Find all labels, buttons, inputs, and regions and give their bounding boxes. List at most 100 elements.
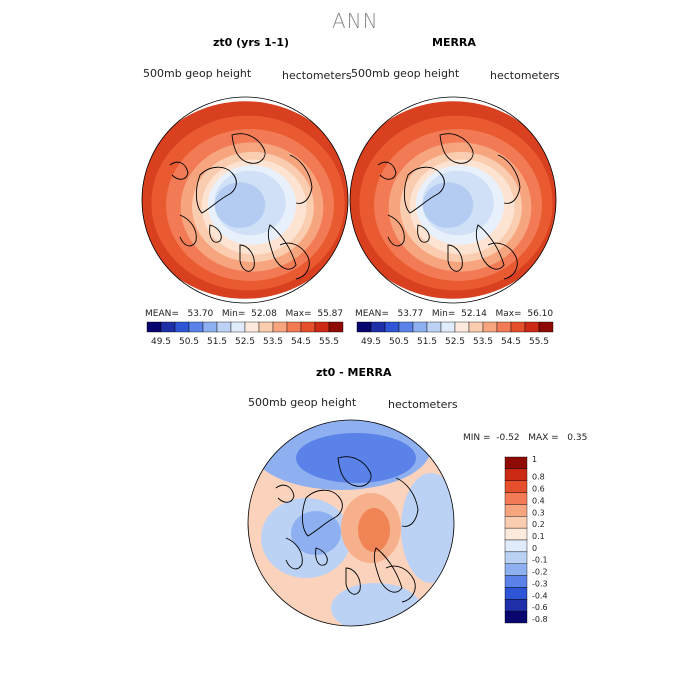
panel2-coastlines bbox=[377, 133, 521, 280]
panel2-mean-label: MEAN= bbox=[355, 309, 389, 319]
panel1-polar-map bbox=[141, 96, 349, 304]
panel3-colorbar-swatch-7 bbox=[504, 539, 528, 553]
panel3-colorbar-label-7: 0 bbox=[532, 544, 537, 553]
panel2-colorbar-swatch-7 bbox=[454, 321, 470, 333]
panel2-variable: 500mb geop height bbox=[351, 67, 460, 80]
panel3-colorbar-label-1: 0.8 bbox=[532, 473, 545, 482]
panel3-colorbar-swatch-5 bbox=[504, 516, 528, 529]
panel3-units: hectometers bbox=[388, 398, 458, 411]
panel2-colorbar-swatch-9 bbox=[482, 321, 498, 333]
panel1-colorbar-swatch-5 bbox=[216, 321, 232, 333]
panel1-max-label: Max= bbox=[285, 309, 312, 319]
panel2-colorbar-tick-4: 53.5 bbox=[473, 337, 493, 346]
panel2-max-value: 56.10 bbox=[527, 309, 554, 319]
panel3-blob-center-core bbox=[358, 508, 390, 552]
panel3-colorbar-swatch-4 bbox=[504, 504, 528, 517]
panel1-variable: 500mb geop height bbox=[143, 67, 252, 80]
panel2-colorbar-tick-2: 51.5 bbox=[417, 337, 437, 346]
panel1-contour-8 bbox=[214, 182, 266, 228]
panel3-colorbar-label-13: -0.8 bbox=[532, 615, 548, 624]
panel2-colorbar-tick-6: 55.5 bbox=[529, 337, 549, 346]
panel1-colorbar-tick-5: 54.5 bbox=[291, 337, 311, 346]
panel3-colorbar-swatch-2 bbox=[504, 480, 528, 493]
panel3-colorbar-swatch-8 bbox=[504, 551, 528, 564]
panel2-max-label: Max= bbox=[495, 309, 522, 319]
panel3-colorbar-label-5: 0.2 bbox=[532, 520, 545, 529]
panel3-colorbar-label-12: -0.6 bbox=[532, 603, 548, 612]
panel3-max-label: MAX = bbox=[528, 433, 559, 443]
panel1-title: zt0 (yrs 1-1) bbox=[213, 36, 290, 49]
panel3-polar-map bbox=[247, 419, 455, 627]
panel1-colorbar-swatch-12 bbox=[314, 321, 330, 333]
panel3-colorbar-swatch-13 bbox=[504, 610, 528, 624]
panel1-stats: MEAN= 53.70 Min= 52.08 Max= 55.87 bbox=[145, 309, 343, 319]
panel1-colorbar-swatch-2 bbox=[174, 321, 190, 333]
panel2-colorbar-swatch-0 bbox=[356, 321, 372, 333]
panel1-max-value: 55.87 bbox=[317, 309, 344, 319]
panel3-max-value: 0.35 bbox=[567, 433, 588, 443]
panel1-colorbar-swatch-11 bbox=[300, 321, 316, 333]
panel1-min-label: Min= bbox=[221, 309, 246, 319]
panel3-variable: 500mb geop height bbox=[248, 396, 357, 409]
panel3-colorbar-swatch-12 bbox=[504, 599, 528, 612]
panel3-min-value: -0.52 bbox=[496, 433, 520, 443]
panel3-title: zt0 - MERRA bbox=[316, 366, 392, 379]
panel2-colorbar-swatch-13 bbox=[538, 321, 554, 333]
panel3-colorbar-swatch-1 bbox=[504, 468, 528, 481]
panel1-mean-value: 53.70 bbox=[187, 309, 214, 319]
panel2-units: hectometers bbox=[490, 69, 560, 82]
panel2-contour-8 bbox=[422, 182, 474, 228]
panel3-min-label: MIN = bbox=[463, 433, 491, 443]
panel1-colorbar-swatch-6 bbox=[230, 321, 246, 333]
panel3-colorbar-label-6: 0.1 bbox=[532, 532, 545, 541]
panel3-colorbar-label-0: 1 bbox=[532, 455, 537, 464]
panel3-colorbar-label-2: 0.6 bbox=[532, 485, 545, 494]
panel1-colorbar-tick-1: 50.5 bbox=[179, 337, 199, 346]
panel2-colorbar-tick-1: 50.5 bbox=[389, 337, 409, 346]
panel2-polar-map bbox=[349, 96, 557, 304]
panel2-min-value: 52.14 bbox=[461, 309, 487, 319]
panel1-colorbar-swatch-7 bbox=[244, 321, 260, 333]
panel1-units: hectometers bbox=[282, 69, 352, 82]
panel1-colorbar-swatch-0 bbox=[146, 321, 162, 333]
panel1-colorbar-swatch-9 bbox=[272, 321, 288, 333]
panel2-colorbar-tick-5: 54.5 bbox=[501, 337, 521, 346]
panel2-colorbar-swatch-4 bbox=[412, 321, 428, 333]
panel1-coastlines bbox=[169, 133, 313, 280]
panel3-blob-west-core bbox=[291, 511, 341, 555]
panel3-colorbar-swatch-3 bbox=[504, 492, 528, 505]
panel1-colorbar-swatch-8 bbox=[258, 321, 274, 333]
panel3-colorbar-label-11: -0.4 bbox=[532, 591, 548, 600]
panel2-colorbar-swatch-11 bbox=[510, 321, 526, 333]
panel1-mean-label: MEAN= bbox=[145, 309, 179, 319]
panel2-mean-value: 53.77 bbox=[397, 309, 424, 319]
panel1-colorbar-tick-2: 51.5 bbox=[207, 337, 227, 346]
panel2-contours bbox=[350, 101, 556, 299]
panel1-colorbar: 49.550.551.552.553.554.555.556.5 bbox=[146, 321, 344, 346]
panel3-colorbar-swatch-11 bbox=[504, 587, 528, 600]
panel1-colorbar-swatch-4 bbox=[202, 321, 218, 333]
panel2-colorbar: 49.550.551.552.553.554.555.556.5 bbox=[356, 321, 554, 346]
panel2-colorbar-swatch-2 bbox=[384, 321, 400, 333]
panel2-colorbar-tick-0: 49.5 bbox=[361, 337, 381, 346]
panel2-colorbar-swatch-6 bbox=[440, 321, 456, 333]
panel2-colorbar-swatch-8 bbox=[468, 321, 484, 333]
panel2-min-label: Min= bbox=[431, 309, 456, 319]
panel2-colorbar-swatch-12 bbox=[524, 321, 540, 333]
panel3-colorbar: 1 0.8 0.6 0.4 0.3 0.2 0.1 0 -0.1 -0.2 -0.3 -0.4 -0.6… bbox=[504, 455, 548, 624]
panel3-contours bbox=[248, 420, 454, 626]
panel2-colorbar-swatch-10 bbox=[496, 321, 512, 333]
panel3-coastlines bbox=[275, 456, 419, 603]
panel2-colorbar-tick-3: 52.5 bbox=[445, 337, 465, 346]
panel2-colorbar-swatch-1 bbox=[370, 321, 386, 333]
panel1-min-value: 52.08 bbox=[251, 309, 277, 319]
panel3-stats: MIN = -0.52 MAX = 0.35 bbox=[463, 433, 587, 443]
panel3-colorbar-swatch-9 bbox=[504, 563, 528, 576]
panel2-title: MERRA bbox=[432, 36, 476, 49]
panel3-colorbar-swatch-6 bbox=[504, 527, 528, 541]
panel3-colorbar-label-10: -0.3 bbox=[532, 579, 548, 588]
panel3-colorbar-swatch-0 bbox=[504, 456, 528, 470]
panel1-colorbar-tick-6: 55.5 bbox=[319, 337, 339, 346]
panel1-colorbar-swatch-1 bbox=[160, 321, 176, 333]
panel1-colorbar-tick-3: 52.5 bbox=[235, 337, 255, 346]
